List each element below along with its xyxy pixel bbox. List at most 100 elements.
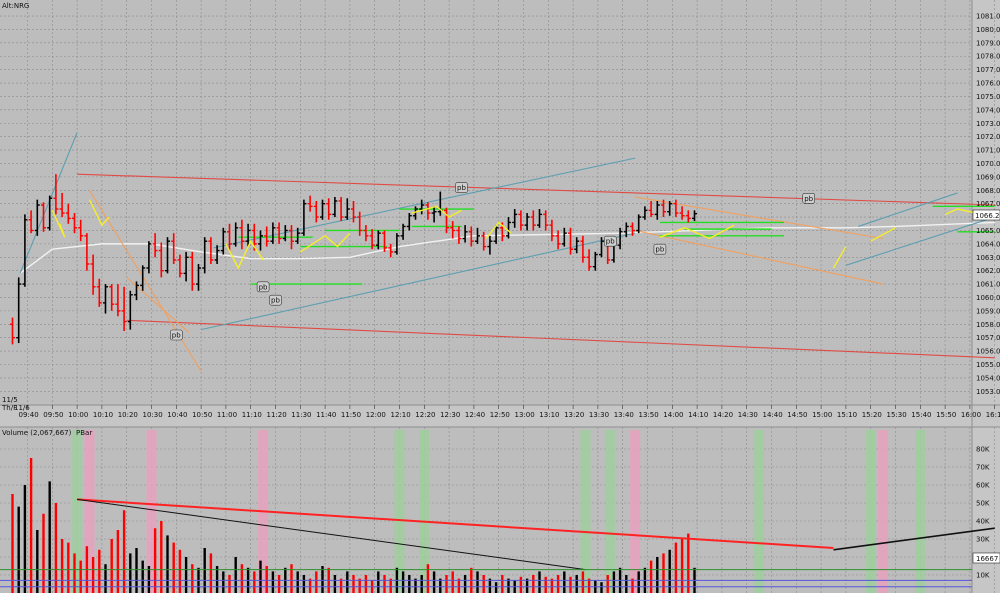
time-tick-label: 14:30 <box>738 411 758 419</box>
time-tick-label: 10:40 <box>167 411 187 419</box>
ohlc-bar <box>332 196 338 218</box>
ohlc-bar <box>673 199 679 218</box>
time-tick-label: 14:10 <box>688 411 708 419</box>
pb-text: pb <box>457 184 466 192</box>
ohlc-bar <box>282 225 288 242</box>
price-tick-label: 1070.00 <box>976 160 1000 168</box>
price-tick-label: 1056.00 <box>976 348 1000 356</box>
time-tick-label: 11:10 <box>242 411 262 419</box>
price-tick-label: 1067.00 <box>976 200 1000 208</box>
time-tick-label: 14:40 <box>763 411 783 419</box>
ohlc-bar <box>295 227 301 244</box>
pb-label: pb <box>269 294 282 306</box>
ohlc-bar <box>493 225 499 244</box>
pb-label: pb <box>455 182 468 193</box>
ohlc-bar <box>425 202 431 220</box>
ohlc-bar <box>679 206 685 220</box>
time-tick-label: 10:50 <box>192 411 212 419</box>
ohlc-bar <box>406 213 412 231</box>
trend-lines <box>19 132 995 372</box>
time-tick-label: 16:10 <box>986 411 1000 419</box>
time-tick-label: 13:20 <box>564 411 584 419</box>
ohlc-bar <box>506 217 511 239</box>
time-tick-label: 13:50 <box>639 411 659 419</box>
last-volume-marker: 16667 <box>972 552 1000 564</box>
time-tick-label: 10:20 <box>118 411 138 419</box>
pb-text: pb <box>259 283 268 291</box>
ohlc-bar <box>16 277 22 344</box>
price-tick-label: 1058.00 <box>976 321 1000 329</box>
ohlc-bar <box>202 237 208 274</box>
price-tick-label: 1055.00 <box>976 361 1000 369</box>
ohlc-bar <box>568 227 573 255</box>
ohlc-bar <box>369 229 375 250</box>
ohlc-bar <box>382 230 387 252</box>
ohlc-bar <box>134 281 139 301</box>
volume-highlight-green <box>580 430 591 593</box>
ohlc-bar <box>189 251 195 291</box>
ohlc-bar <box>65 203 71 224</box>
ohlc-bar <box>530 210 536 231</box>
ohlc-bar <box>196 263 201 291</box>
volume-tick-label: 10K <box>976 572 990 580</box>
volume-highlights <box>72 430 926 593</box>
pb-box <box>256 281 270 293</box>
yellow-zigzag <box>225 239 264 270</box>
price-tick-label: 1061.00 <box>976 281 1000 289</box>
price-tick-label: 1081.00 <box>976 13 1000 21</box>
trend-line <box>126 319 995 359</box>
pb-text: pb <box>655 246 664 254</box>
ohlc-bar <box>468 226 474 247</box>
ohlc-bar <box>165 237 170 274</box>
ohlc-bar <box>363 225 369 242</box>
ohlc-bar <box>518 210 524 231</box>
time-tick-label: 13:00 <box>515 411 535 419</box>
price-tick-label: 1057.00 <box>976 334 1000 342</box>
time-axis-bg <box>0 405 972 427</box>
trend-line <box>77 173 995 206</box>
time-tick-label: 12:10 <box>391 411 411 419</box>
date-label-2: 11/6 <box>14 404 30 412</box>
volume-red-trend <box>77 498 834 549</box>
price-tick-label: 1077.00 <box>976 66 1000 74</box>
ohlc-bar <box>357 211 363 236</box>
ohlc-bar <box>685 210 691 223</box>
price-tick-label: 1078.00 <box>976 53 1000 61</box>
ohlc-bar <box>617 227 623 250</box>
volume-highlight-green <box>394 430 405 593</box>
ohlc-bar <box>475 227 480 244</box>
ohlc-bar <box>78 219 84 242</box>
ohlc-bar <box>462 225 468 243</box>
ohlc-bar <box>183 251 189 282</box>
ohlc-bar <box>586 249 592 271</box>
time-tick-label: 13:10 <box>539 411 559 419</box>
last-price-text: 1066.25 <box>975 212 1000 220</box>
time-tick-label: 10:10 <box>93 411 113 419</box>
price-tick-label: 1072.00 <box>976 133 1000 141</box>
time-tick-label: 14:00 <box>663 411 683 419</box>
time-tick-label: 13:30 <box>589 411 609 419</box>
pb-box <box>455 182 468 193</box>
yellow-zigzag <box>88 199 110 227</box>
price-tick-label: 1076.00 <box>976 80 1000 88</box>
volume-highlight-green <box>754 430 765 593</box>
ohlc-bar <box>555 230 561 250</box>
ohlc-bar <box>630 222 635 236</box>
ohlc-bar <box>171 233 177 264</box>
time-tick-label: 15:20 <box>862 411 882 419</box>
yellow-zigzag <box>485 221 512 239</box>
time-tick-label: 12:30 <box>440 411 460 419</box>
ohlc-bar <box>574 237 580 254</box>
time-tick-label: 15:30 <box>887 411 907 419</box>
ohlc-bar <box>233 222 239 247</box>
ohlc-bar <box>177 254 183 278</box>
last-price-marker: 1066.25 <box>972 209 1000 221</box>
volume-highlight-green <box>72 430 83 593</box>
yellow-zigzag <box>411 205 462 218</box>
ohlc-bar <box>208 237 214 264</box>
ohlc-bar <box>326 198 332 220</box>
ohlc-bar <box>115 284 121 317</box>
volume-highlight-green <box>605 430 616 593</box>
top-left-label: Alt:NRG <box>2 2 29 10</box>
